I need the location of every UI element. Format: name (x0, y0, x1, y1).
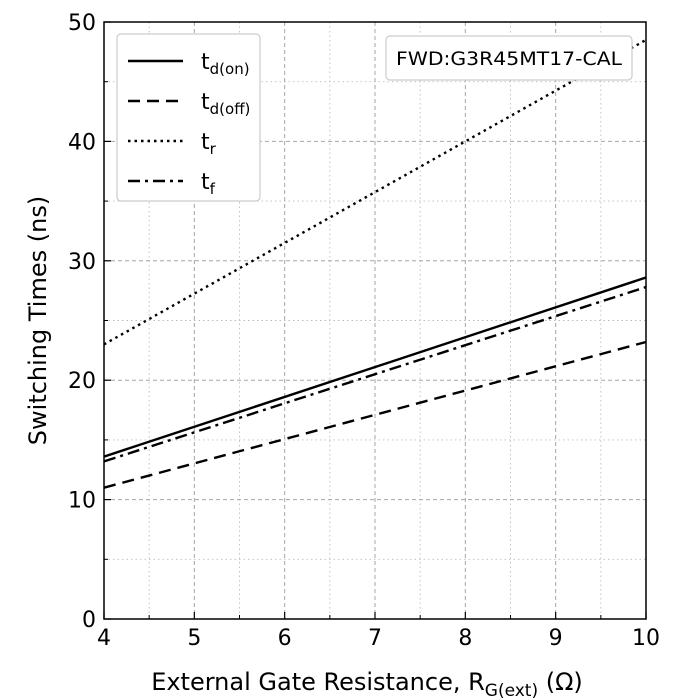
axis-ticks: 4 5 6 7 8 9 10 0 10 20 30 40 50 (68, 11, 660, 651)
x-axis-label-main: External Gate Resistance, R (151, 668, 485, 696)
x-axis-label-unit: (Ω) (538, 668, 583, 696)
series-lines (103, 38, 647, 489)
y-tick-label: 10 (68, 489, 96, 514)
legend-label: tf (201, 170, 216, 198)
legend-label: tr (201, 130, 217, 158)
x-tick-label: 4 (97, 626, 111, 651)
series-line-don (103, 276, 647, 458)
y-tick-label: 40 (68, 130, 96, 155)
annotation-text: FWD:G3R45MT17-CAL (396, 48, 622, 70)
series-line-f (103, 285, 647, 463)
x-tick-label: 10 (632, 626, 660, 651)
x-axis-label: External Gate Resistance, RG(ext) (Ω) (151, 668, 583, 700)
x-tick-label: 7 (368, 626, 382, 651)
y-tick-label: 30 (68, 250, 96, 275)
y-tick-label: 0 (82, 608, 96, 633)
y-tick-label: 50 (68, 11, 96, 36)
x-tick-label: 6 (278, 626, 292, 651)
legend-label-main: t (201, 130, 210, 155)
legend-label-subscript: d(off) (210, 100, 251, 118)
grid (104, 22, 646, 619)
legend-label-subscript: f (210, 180, 216, 198)
legend-label: td(off) (201, 90, 250, 118)
legend-label-subscript: r (210, 140, 217, 158)
x-tick-label: 9 (549, 626, 563, 651)
legend-label: td(on) (201, 50, 250, 78)
annotation-box (385, 35, 633, 81)
x-tick-label: 8 (458, 626, 472, 651)
x-tick-label: 5 (187, 626, 201, 651)
annotation: FWD:G3R45MT17-CAL (385, 35, 633, 81)
x-axis-label-subscript: G(ext) (485, 681, 538, 700)
legend-label-main: t (201, 90, 210, 115)
legend-label-subscript: d(on) (210, 60, 250, 78)
y-axis-label: Switching Times (ns) (24, 196, 52, 445)
series-line-doff (103, 340, 647, 489)
y-tick-label: 20 (68, 369, 96, 394)
legend-label-main: t (201, 50, 210, 75)
legend-box (116, 33, 261, 202)
legend-label-main: t (201, 170, 210, 195)
